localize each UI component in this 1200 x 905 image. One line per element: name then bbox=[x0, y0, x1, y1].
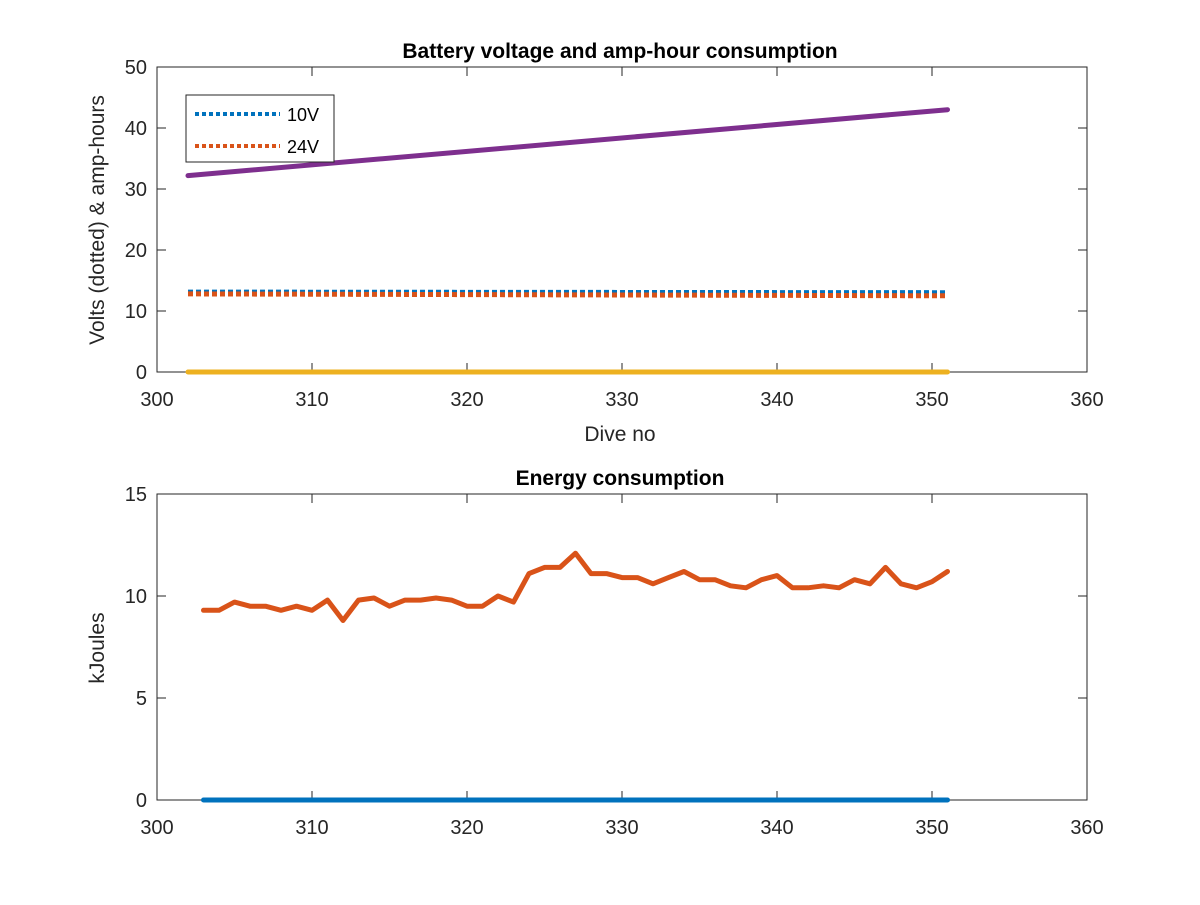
x-tick-label: 350 bbox=[915, 389, 948, 411]
x-tick-label: 300 bbox=[140, 817, 173, 839]
y-tick-label: 15 bbox=[125, 484, 147, 506]
legend-label-10v: 10V bbox=[287, 105, 319, 125]
legend-box bbox=[185, 94, 335, 163]
axes-box bbox=[156, 493, 1088, 801]
series-line-24v bbox=[187, 291, 948, 299]
x-tick-label: 360 bbox=[1070, 389, 1103, 411]
x-tick-label: 360 bbox=[1070, 817, 1103, 839]
x-tick-label: 310 bbox=[295, 389, 328, 411]
x-tick-label: 300 bbox=[140, 389, 173, 411]
x-tick-label: 340 bbox=[760, 389, 793, 411]
x-tick-label: 320 bbox=[450, 817, 483, 839]
y-tick-label: 10 bbox=[125, 301, 147, 323]
y-tick-label: 10 bbox=[125, 586, 147, 608]
y-axis-label: kJoules bbox=[86, 612, 109, 683]
chart-title: Energy consumption bbox=[516, 467, 725, 490]
y-axis-label: Volts (dotted) & amp-hours bbox=[86, 95, 109, 345]
y-tick-label: 50 bbox=[125, 57, 147, 79]
series-line-series-2 bbox=[185, 107, 950, 179]
y-tick-label: 30 bbox=[125, 179, 147, 201]
chart-battery: Battery voltage and amp-hour consumption… bbox=[86, 40, 1104, 446]
x-tick-label: 330 bbox=[605, 817, 638, 839]
y-tick-label: 0 bbox=[136, 362, 147, 384]
y-tick-label: 0 bbox=[136, 790, 147, 812]
chart-title: Battery voltage and amp-hour consumption bbox=[402, 40, 837, 63]
series-line-series-1 bbox=[201, 550, 950, 623]
y-tick-label: 40 bbox=[125, 118, 147, 140]
y-tick-label: 5 bbox=[136, 688, 147, 710]
legend: 10V 24V bbox=[185, 94, 335, 163]
chart-energy: Energy consumption 300 310 320 330 340 350 360… bbox=[86, 467, 1104, 839]
x-tick-label: 350 bbox=[915, 817, 948, 839]
y-tick-label: 20 bbox=[125, 240, 147, 262]
x-axis-label: Dive no bbox=[584, 423, 655, 446]
x-tick-label: 330 bbox=[605, 389, 638, 411]
x-tick-label: 310 bbox=[295, 817, 328, 839]
legend-label-24v: 24V bbox=[287, 137, 319, 157]
x-tick-label: 340 bbox=[760, 817, 793, 839]
plot-area: 300 310 320 330 340 350 360 0 5 10 15 bbox=[125, 484, 1104, 839]
x-tick-label: 320 bbox=[450, 389, 483, 411]
